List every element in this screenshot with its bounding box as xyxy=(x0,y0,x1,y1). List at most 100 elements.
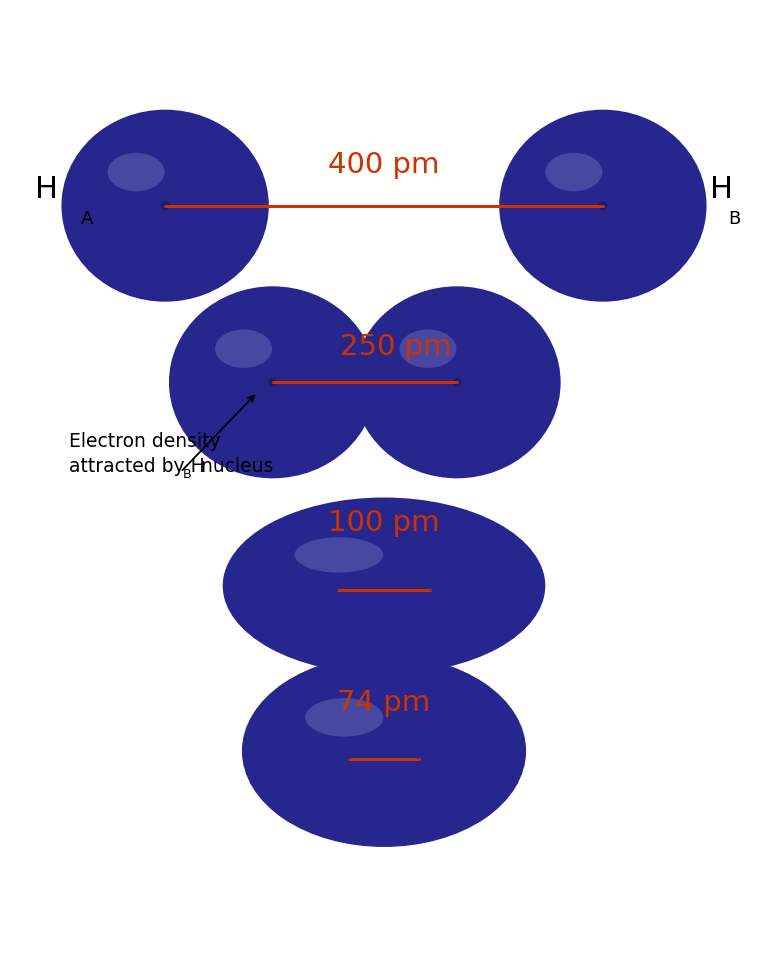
Ellipse shape xyxy=(199,313,333,438)
Ellipse shape xyxy=(177,294,364,467)
Ellipse shape xyxy=(186,301,352,455)
Ellipse shape xyxy=(223,335,299,405)
Ellipse shape xyxy=(359,292,552,470)
Ellipse shape xyxy=(273,525,472,634)
Ellipse shape xyxy=(233,503,529,665)
Ellipse shape xyxy=(87,133,232,267)
Ellipse shape xyxy=(190,305,346,449)
Ellipse shape xyxy=(389,318,510,431)
Ellipse shape xyxy=(90,135,228,263)
Ellipse shape xyxy=(425,352,457,380)
Ellipse shape xyxy=(114,157,194,230)
Circle shape xyxy=(418,758,419,759)
Ellipse shape xyxy=(511,120,690,287)
Ellipse shape xyxy=(117,159,189,226)
Ellipse shape xyxy=(74,122,250,285)
Ellipse shape xyxy=(564,168,613,214)
Text: H: H xyxy=(35,175,58,204)
Ellipse shape xyxy=(523,131,672,269)
Ellipse shape xyxy=(317,548,409,598)
Ellipse shape xyxy=(558,163,621,221)
Ellipse shape xyxy=(512,122,688,285)
Ellipse shape xyxy=(339,719,386,751)
Ellipse shape xyxy=(240,507,520,660)
Ellipse shape xyxy=(518,126,680,277)
Ellipse shape xyxy=(528,135,666,263)
Ellipse shape xyxy=(377,308,526,446)
Ellipse shape xyxy=(351,727,369,740)
Ellipse shape xyxy=(201,316,329,434)
Ellipse shape xyxy=(310,700,429,780)
Ellipse shape xyxy=(100,144,214,250)
Ellipse shape xyxy=(508,118,694,291)
Ellipse shape xyxy=(545,153,602,191)
Ellipse shape xyxy=(329,712,400,760)
Ellipse shape xyxy=(251,513,504,651)
Ellipse shape xyxy=(316,704,420,774)
Ellipse shape xyxy=(263,519,488,642)
Ellipse shape xyxy=(266,521,482,639)
Text: 250 pm: 250 pm xyxy=(339,333,452,362)
Ellipse shape xyxy=(226,337,295,401)
Ellipse shape xyxy=(220,332,303,409)
Ellipse shape xyxy=(556,161,625,225)
Ellipse shape xyxy=(111,155,197,234)
Ellipse shape xyxy=(293,688,453,797)
Ellipse shape xyxy=(234,345,283,390)
Ellipse shape xyxy=(541,147,647,246)
Text: 400 pm: 400 pm xyxy=(328,151,440,179)
Ellipse shape xyxy=(583,186,586,189)
Ellipse shape xyxy=(434,360,445,369)
Ellipse shape xyxy=(324,552,399,593)
Ellipse shape xyxy=(108,152,201,238)
Ellipse shape xyxy=(422,349,461,384)
Text: Electron density: Electron density xyxy=(69,433,220,451)
Ellipse shape xyxy=(247,357,264,372)
Circle shape xyxy=(349,758,350,759)
Ellipse shape xyxy=(300,538,434,612)
Ellipse shape xyxy=(265,520,485,641)
Ellipse shape xyxy=(341,720,383,749)
Ellipse shape xyxy=(138,179,159,198)
Ellipse shape xyxy=(414,341,473,396)
Ellipse shape xyxy=(298,692,445,791)
Ellipse shape xyxy=(241,352,273,380)
Circle shape xyxy=(598,201,607,210)
Ellipse shape xyxy=(282,530,459,627)
Ellipse shape xyxy=(404,332,487,409)
Text: attracted by H: attracted by H xyxy=(69,457,205,476)
Ellipse shape xyxy=(63,111,266,299)
Ellipse shape xyxy=(548,154,637,236)
Ellipse shape xyxy=(333,556,387,586)
Ellipse shape xyxy=(284,531,456,625)
Ellipse shape xyxy=(319,549,406,597)
Ellipse shape xyxy=(571,175,603,204)
Ellipse shape xyxy=(344,562,371,577)
Ellipse shape xyxy=(271,675,484,818)
Ellipse shape xyxy=(176,293,366,469)
Ellipse shape xyxy=(93,138,224,260)
Ellipse shape xyxy=(304,541,428,608)
Ellipse shape xyxy=(194,309,339,444)
Ellipse shape xyxy=(294,689,451,795)
Ellipse shape xyxy=(358,291,554,472)
Ellipse shape xyxy=(172,289,372,474)
Ellipse shape xyxy=(558,162,623,223)
Ellipse shape xyxy=(533,140,657,256)
Ellipse shape xyxy=(271,524,475,636)
Ellipse shape xyxy=(246,657,521,843)
Ellipse shape xyxy=(343,721,381,747)
Ellipse shape xyxy=(326,710,406,764)
Ellipse shape xyxy=(275,677,478,815)
Ellipse shape xyxy=(566,170,611,212)
Ellipse shape xyxy=(342,561,374,578)
Ellipse shape xyxy=(574,178,598,200)
Ellipse shape xyxy=(104,148,207,244)
Ellipse shape xyxy=(231,503,532,667)
Ellipse shape xyxy=(337,559,380,582)
Ellipse shape xyxy=(380,311,522,442)
Ellipse shape xyxy=(224,336,296,403)
Ellipse shape xyxy=(314,703,422,776)
Ellipse shape xyxy=(105,150,206,242)
Ellipse shape xyxy=(504,114,700,295)
